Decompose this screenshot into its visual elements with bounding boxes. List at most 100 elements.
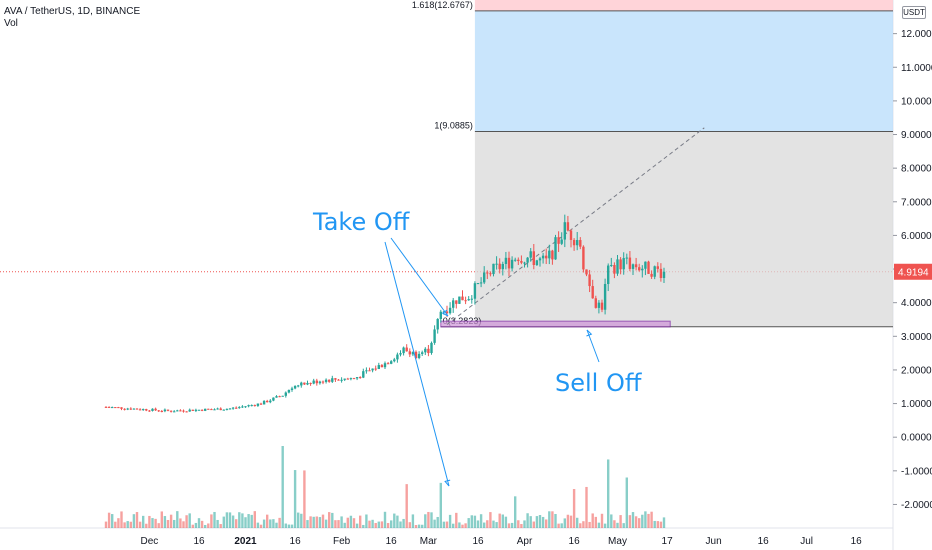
volume-bar (458, 522, 461, 528)
volume-bar (368, 520, 371, 528)
volume-bar (359, 515, 362, 528)
time-tick-label: 16 (193, 536, 205, 547)
annotation-arrowhead (441, 309, 449, 317)
volume-bar (259, 524, 263, 528)
volume-bar (278, 517, 281, 528)
volume-bar (554, 513, 557, 528)
volume-bar (132, 514, 136, 528)
candle-body (600, 302, 604, 310)
volume-bar (241, 513, 244, 528)
price-axis-layer: 12.0000 11.0000 10.0000 9.0000 8.0000 7.0000 6… (893, 29, 932, 511)
volume-bar (607, 459, 610, 528)
volume-bar (439, 482, 442, 528)
volume-bar (662, 517, 666, 528)
volume-bar (659, 521, 663, 528)
candle-body (517, 259, 520, 262)
candle-body (114, 407, 117, 409)
volume-bar (647, 513, 650, 528)
currency-badge[interactable]: USDT (902, 6, 926, 19)
candle-body (436, 318, 439, 330)
candle-body (390, 361, 393, 364)
candle-body (132, 408, 136, 410)
volume-bar (297, 512, 300, 528)
volume-bar (380, 521, 384, 528)
candle-body (309, 382, 312, 384)
volume-bar (498, 513, 501, 528)
volume-bar (157, 523, 160, 528)
fib-zone-lower (474, 131, 893, 327)
volume-bar (541, 516, 545, 528)
annotation-arrowhead (444, 479, 451, 487)
volume-bar (349, 515, 353, 528)
volume-bar (300, 513, 303, 528)
time-tick-label: Feb (333, 536, 351, 547)
price-tick-label: 1.0000 (901, 399, 932, 410)
volume-bar (244, 517, 247, 528)
candle-body (355, 377, 359, 379)
volume-bar (427, 511, 430, 528)
volume-bar (216, 519, 219, 528)
candle-body (213, 409, 216, 411)
volume-bar (386, 522, 390, 528)
candle-body (610, 265, 613, 267)
volume-bar (414, 524, 418, 528)
candle-body (247, 405, 250, 407)
current-price-badge (894, 263, 932, 280)
candle-body (572, 239, 576, 246)
candle-body (104, 406, 108, 408)
volume-bar (603, 523, 607, 528)
volume-bar (538, 515, 542, 528)
volume-bar (321, 514, 325, 528)
candle-body (191, 409, 194, 411)
candle-body (622, 258, 625, 270)
volume-bar (163, 516, 167, 528)
candle-body (473, 283, 477, 299)
candle-body (318, 381, 322, 384)
candle-body (216, 408, 219, 410)
volume-bar (191, 524, 194, 528)
volume-bar (182, 521, 185, 528)
candle-body (439, 311, 442, 319)
volume-bar (393, 513, 396, 528)
volume-bar (262, 519, 266, 528)
candle-body (321, 381, 325, 383)
support-zone (440, 320, 671, 328)
volume-bar (210, 514, 213, 528)
volume-bar (436, 516, 439, 528)
volume-bar (331, 512, 334, 528)
candle-body (638, 267, 641, 271)
candle-body (117, 407, 120, 409)
candle-body (452, 300, 455, 308)
candle-body (647, 261, 650, 274)
candle-body (135, 408, 139, 410)
time-axis-layer: Dec 16 2021 16 Feb 16 Mar 16 Apr 16 May 17 Jun 16 Jul 1… (141, 536, 863, 547)
volume-bar (303, 470, 306, 528)
candle-body (107, 406, 111, 408)
time-tick-label: Jun (706, 536, 722, 547)
volume-bar (631, 512, 635, 528)
volume-bar (650, 511, 653, 528)
volume-bar (517, 520, 520, 528)
volume-bar (591, 513, 594, 528)
price-tick-label: 9.0000 (901, 130, 932, 141)
candle-body (312, 380, 315, 384)
candle-body (145, 409, 148, 411)
candle-body (142, 409, 145, 411)
time-tick-label: 16 (386, 536, 398, 547)
volume-bar (151, 518, 154, 528)
volume-bar (445, 521, 449, 528)
volume-bar (594, 516, 597, 528)
volume-bar (362, 524, 365, 528)
candle-body (331, 378, 334, 382)
volume-bar (634, 516, 638, 528)
sell-off-annotation: Sell Off (555, 369, 642, 397)
candle-body (238, 407, 241, 409)
candle-body (377, 365, 380, 370)
candle-body (641, 268, 644, 271)
candle-body (424, 348, 427, 353)
candle-body (408, 351, 411, 355)
volume-label: Vol (4, 18, 18, 29)
fib-zone-above (474, 0, 893, 11)
